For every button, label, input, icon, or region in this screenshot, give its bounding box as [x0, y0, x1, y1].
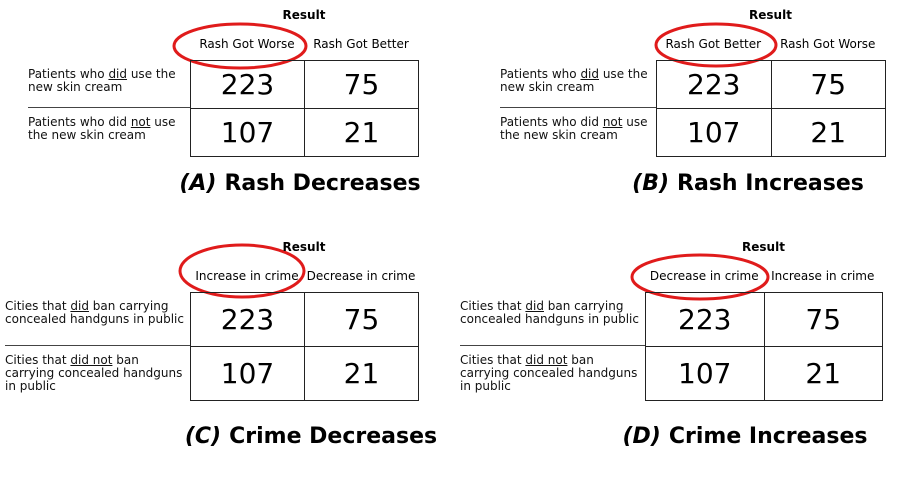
underlined-text: did not	[70, 353, 113, 367]
underlined-text: not	[602, 115, 623, 129]
caption-letter: (D)	[622, 424, 661, 449]
row-label: Patients who did not use the new skin cr…	[28, 116, 188, 142]
table-cell: 107	[190, 346, 305, 401]
caption-text: Crime Increases	[668, 424, 868, 449]
row-label: Cities that did not ban carrying conceal…	[5, 354, 187, 393]
label-text: Patients who did	[500, 115, 603, 129]
label-text: use the new skin cream	[500, 67, 648, 94]
row-label: Cities that did ban carrying concealed h…	[460, 300, 642, 326]
table-cell: 107	[656, 108, 772, 157]
label-text: Patients who	[28, 67, 109, 81]
label-text: use the new skin cream	[28, 67, 176, 94]
underlined-text: did	[108, 67, 128, 81]
label-text: ban carrying concealed handguns in publi…	[5, 353, 183, 393]
column-header: Rash Got Better	[313, 37, 409, 51]
column-header: Rash Got Worse	[199, 37, 295, 51]
label-text: ban carrying concealed handguns in publi…	[5, 299, 184, 326]
table-cell: 75	[770, 60, 886, 109]
row-divider	[460, 345, 645, 346]
table-cell: 21	[304, 346, 419, 401]
caption: (D) Crime Increases	[585, 424, 905, 449]
underlined-text: did not	[525, 353, 568, 367]
row-label: Patients who did use the new skin cream	[28, 68, 188, 94]
caption-text: Rash Decreases	[224, 171, 421, 196]
column-header: Rash Got Worse	[780, 37, 876, 51]
row-divider	[5, 345, 190, 346]
column-header: Decrease in crime	[306, 269, 416, 283]
table-cell: 223	[190, 292, 305, 347]
result-label: Result	[282, 240, 326, 254]
underlined-text: did	[580, 67, 600, 81]
label-text: ban carrying concealed handguns in publi…	[460, 353, 638, 393]
table-cell: 75	[763, 292, 883, 347]
caption: (A) Rash Decreases	[140, 171, 460, 196]
table-cell: 223	[656, 60, 772, 109]
row-divider	[28, 107, 190, 108]
label-text: Cities that	[5, 353, 71, 367]
column-header: Increase in crime	[195, 269, 299, 283]
table-cell: 75	[304, 60, 419, 109]
table-cell: 223	[645, 292, 765, 347]
result-label: Result	[282, 8, 326, 22]
label-text: Cities that	[460, 299, 526, 313]
column-header: Rash Got Better	[665, 37, 762, 51]
label-text: use the new skin cream	[28, 115, 176, 142]
table-cell: 21	[304, 108, 419, 157]
table-cell: 223	[190, 60, 305, 109]
caption-text: Rash Increases	[677, 171, 864, 196]
label-text: ban carrying concealed handguns in publi…	[460, 299, 639, 326]
underlined-text: not	[130, 115, 151, 129]
caption-letter: (A)	[179, 171, 217, 196]
label-text: Patients who	[500, 67, 581, 81]
table-cell: 21	[770, 108, 886, 157]
table-cell: 107	[645, 346, 765, 401]
row-divider	[500, 107, 656, 108]
caption-letter: (C)	[184, 424, 222, 449]
table-cell: 75	[304, 292, 419, 347]
caption: (B) Rash Increases	[588, 171, 907, 196]
label-text: Patients who did	[28, 115, 131, 129]
row-label: Patients who did not use the new skin cr…	[500, 116, 650, 142]
result-label: Result	[749, 8, 792, 22]
row-label: Patients who did use the new skin cream	[500, 68, 650, 94]
caption: (C) Crime Decreases	[151, 424, 471, 449]
caption-letter: (B)	[632, 171, 670, 196]
row-label: Cities that did not ban carrying conceal…	[460, 354, 642, 393]
underlined-text: did	[70, 299, 89, 313]
result-label: Result	[742, 240, 785, 254]
row-label: Cities that did ban carrying concealed h…	[5, 300, 187, 326]
label-text: Cities that	[460, 353, 526, 367]
underlined-text: did	[525, 299, 544, 313]
column-header: Decrease in crime	[649, 269, 759, 283]
label-text: use the new skin cream	[500, 115, 648, 142]
column-header: Increase in crime	[771, 269, 875, 283]
table-cell: 21	[763, 346, 883, 401]
label-text: Cities that	[5, 299, 71, 313]
table-cell: 107	[190, 108, 305, 157]
caption-text: Crime Decreases	[229, 424, 438, 449]
